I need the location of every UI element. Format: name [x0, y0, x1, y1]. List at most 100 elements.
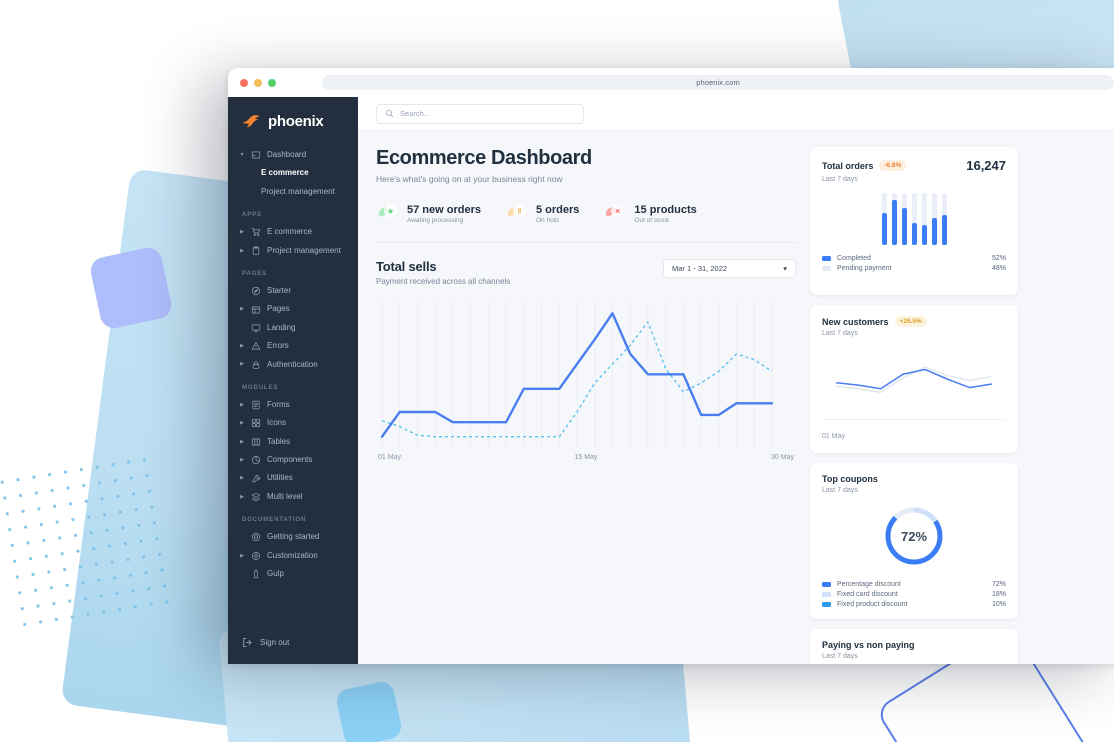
brand[interactable]: phoenix [228, 97, 358, 146]
svg-text:✕: ✕ [615, 209, 621, 216]
top-coupons-title: Top coupons [822, 474, 878, 484]
sidebar-item-starter[interactable]: Starter [228, 282, 354, 300]
sidebar-item-label: Customization [267, 550, 318, 560]
order-bar-fill [931, 217, 937, 245]
chevron-right-icon: ▶ [240, 361, 244, 368]
window-icon [251, 306, 261, 313]
sidebar-item-multi-level[interactable]: ▶ Multi level [228, 488, 354, 506]
dashboard-icon [251, 151, 261, 159]
order-bar-track [921, 193, 927, 245]
form-icon [252, 400, 260, 410]
sidebar-item-e-commerce[interactable]: ▶ E commerce [228, 223, 354, 241]
legend-swatch [822, 591, 831, 597]
address-bar[interactable]: phoenix.com [322, 75, 1114, 90]
stat-0: ★ 57 new orders Awating processing [376, 202, 481, 226]
caret-spacer [239, 571, 245, 578]
star-badge-icon: ★ [376, 202, 400, 226]
sidebar-item-e-commerce[interactable]: E commerce [228, 164, 354, 182]
new-customers-title: New customers [822, 316, 889, 327]
app-viewport: phoenix ▼ Dashboard E commerce Project mana… [228, 97, 1114, 664]
sidebar-item-label: Project management [261, 186, 335, 196]
stat-value: 15 products [634, 203, 697, 216]
sidebar-item-label: Pages [267, 304, 290, 314]
sidebar-item-customization[interactable]: ▶ Customization [228, 547, 354, 565]
legend-swatch [822, 255, 831, 261]
sidebar-section-modules: MODULES [242, 384, 279, 391]
legend-label: Fixed product discount [837, 600, 908, 608]
sidebar-item-dashboard[interactable]: ▼ Dashboard [228, 146, 354, 164]
sidebar-item-label: Components [267, 455, 313, 465]
legend-value: 52% [991, 254, 1006, 262]
chevron-right-icon: ▶ [240, 306, 244, 313]
sidebar-item-components[interactable]: ▶ Components [228, 451, 354, 469]
sidebar-item-project-management[interactable]: ▶ Project management [228, 242, 354, 260]
top-bar: Search... [358, 97, 1114, 131]
sidebar-item-tables[interactable]: ▶ Tables [228, 433, 354, 451]
chevron-right-icon: ▶ [240, 229, 244, 236]
sidebar-item-pages[interactable]: ▶ Pages [228, 300, 354, 318]
sidebar-section-pages: PAGES [242, 270, 268, 277]
cart-icon [251, 228, 261, 237]
order-bar-track [941, 193, 947, 245]
sidebar-item-label: E commerce [261, 168, 309, 178]
caret-spacer [239, 288, 245, 295]
component-icon [251, 456, 261, 465]
section-divider [376, 242, 796, 243]
gulp-icon [254, 570, 258, 579]
monitor-icon [251, 324, 261, 332]
new-customers-x-tick: 01 May [822, 433, 845, 440]
layers-icon [251, 492, 261, 502]
maximize-window-dot[interactable] [268, 78, 276, 87]
gear-icon [252, 551, 260, 560]
minimize-window-dot[interactable] [254, 78, 262, 87]
chevron-right-icon: ▶ [240, 247, 244, 254]
sidebar-item-errors[interactable]: ▶ Errors [228, 337, 354, 355]
total-orders-title: Total orders [822, 160, 874, 171]
chevron-right-icon: ▶ [240, 343, 244, 350]
sidebar-item-label: Gulp [267, 569, 284, 579]
close-window-dot[interactable] [240, 78, 248, 87]
total-orders-bar-chart [822, 193, 1006, 245]
sidebar: phoenix ▼ Dashboard E commerce Project mana… [228, 97, 358, 664]
card-new-customers: New customers +26.5% Last 7 days 01 May [810, 305, 1018, 453]
top-coupons-legend: Percentage discount 72% Fixed card discoun… [822, 579, 1006, 609]
top-coupons-legend-row: Percentage discount 72% [822, 579, 1006, 589]
dashboard-left-column: Ecommerce Dashboard Here's what's going … [376, 147, 796, 664]
sidebar-item-gulp[interactable]: Gulp [228, 565, 354, 583]
sidebar-item-label: Starter [267, 285, 292, 295]
sidebar-item-utilities[interactable]: ▶ Utilities [228, 469, 354, 487]
sidebar-item-landing[interactable]: Landing [228, 319, 354, 337]
grid-icon [251, 419, 261, 428]
paying-subtitle: Last 7 days [822, 653, 858, 660]
total-orders-value: 16,247 [966, 158, 1006, 173]
search-icon [385, 109, 394, 118]
sidebar-item-forms[interactable]: ▶ Forms [228, 396, 354, 414]
legend-swatch [822, 581, 831, 587]
sidebar-item-authentication[interactable]: ▶ Authentication [228, 356, 354, 374]
sidebar-item-icons[interactable]: ▶ Icons [228, 414, 354, 432]
decorative-square-periwinkle [88, 245, 174, 331]
order-bar-track [901, 193, 907, 245]
rocket-icon [251, 287, 261, 296]
chevron-right-icon: ▶ [240, 457, 244, 464]
order-bar-track [891, 193, 897, 245]
clipboard-icon [252, 246, 260, 255]
chevron-right-icon: ▶ [240, 438, 244, 445]
sidebar-item-label: Landing [267, 322, 296, 332]
global-search[interactable]: Search... [376, 103, 584, 124]
sidebar-item-sign-out[interactable]: Sign out [228, 627, 358, 664]
chevron-right-icon: ▶ [240, 475, 244, 482]
legend-label: Percentage discount [837, 580, 901, 588]
new-customers-badge: +26.5% [894, 316, 927, 327]
date-range-select[interactable]: Mar 1 - 31, 2022 ▾ [663, 259, 796, 278]
sidebar-item-project-management[interactable]: Project management [228, 183, 354, 201]
chevron-right-icon: ▶ [240, 401, 244, 408]
sidebar-item-label: E commerce [267, 227, 312, 237]
sidebar-item-getting-started[interactable]: Getting started [228, 528, 354, 546]
legend-value: 10% [991, 600, 1006, 608]
x-tick-2: 30 May [771, 454, 794, 461]
x-tick-1: 15 May [574, 454, 598, 461]
total-sells-header: Total sells Payment received across all … [376, 259, 796, 286]
order-bar-fill [911, 223, 917, 245]
decorative-square-skyblue [334, 679, 404, 742]
